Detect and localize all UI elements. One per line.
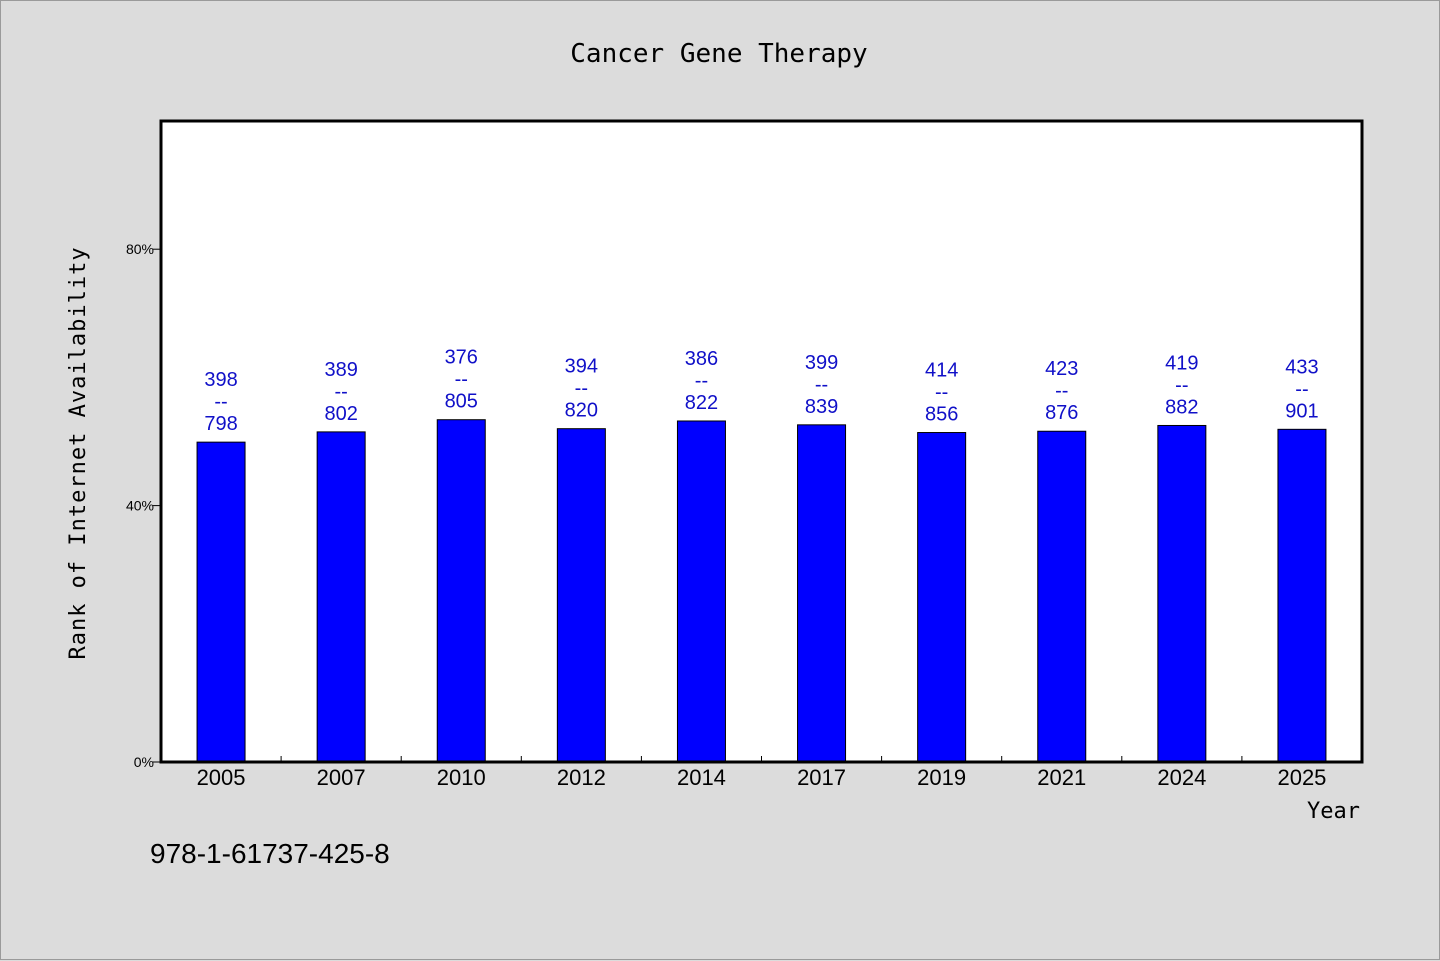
x-tick-label-2007: 2007 (317, 765, 366, 790)
data-label-2007-top: 389 (324, 359, 357, 381)
y-axis: 0% 40% 80% (126, 241, 161, 770)
x-tick-label-2014: 2014 (677, 765, 726, 790)
data-label-2012-bottom: 820 (565, 400, 598, 422)
x-tick-label-2021: 2021 (1037, 765, 1086, 790)
data-label-2021-top: 423 (1045, 358, 1078, 380)
data-label-2012-sep: -- (575, 378, 588, 400)
y-tick-label-80: 80% (126, 241, 154, 257)
data-label-2010-top: 376 (445, 347, 478, 369)
bar-2010 (436, 419, 486, 763)
x-tick-label-2012: 2012 (557, 765, 606, 790)
x-axis: 2005 2007 2010 2012 2014 2017 2019 2021 2024 2025 (197, 756, 1326, 790)
bar-2007 (316, 431, 366, 763)
data-label-2014-top: 386 (685, 348, 718, 370)
bar-2017 (797, 424, 847, 763)
data-label-2024-bottom: 882 (1165, 396, 1198, 418)
data-label-2005-bottom: 798 (204, 413, 237, 435)
x-tick-label-2025: 2025 (1277, 765, 1326, 790)
x-tick-label-2024: 2024 (1157, 765, 1206, 790)
data-label-2014-bottom: 822 (685, 392, 718, 414)
data-label-2024-sep: -- (1175, 374, 1188, 396)
bar-2025 (1277, 428, 1327, 763)
data-label-2014-sep: -- (695, 370, 708, 392)
data-label-2017-bottom: 839 (805, 396, 838, 418)
data-label-2007-bottom: 802 (324, 403, 357, 425)
bar-2024 (1157, 424, 1207, 763)
data-labels: 398--798389--802376--805394--820386--822… (204, 347, 1318, 435)
data-label-2019-sep: -- (935, 382, 948, 404)
data-label-2025-top: 433 (1285, 356, 1318, 378)
data-label-2021-bottom: 876 (1045, 402, 1078, 424)
y-tick-label-0: 0% (134, 754, 154, 770)
isbn-footnote: 978-1-61737-425-8 (150, 838, 390, 869)
x-tick-label-2017: 2017 (797, 765, 846, 790)
x-axis-label: Year (1307, 799, 1360, 824)
data-label-2025-sep: -- (1295, 378, 1308, 400)
data-label-2021-sep: -- (1055, 380, 1068, 402)
data-label-2017-top: 399 (805, 352, 838, 374)
x-tick-label-2019: 2019 (917, 765, 966, 790)
data-label-2005-sep: -- (214, 391, 227, 413)
data-label-2019-bottom: 856 (925, 404, 958, 426)
data-label-2017-sep: -- (815, 374, 828, 396)
x-tick-label-2005: 2005 (197, 765, 246, 790)
bar-2014 (676, 420, 726, 763)
data-label-2024-top: 419 (1165, 352, 1198, 374)
data-label-2025-bottom: 901 (1285, 400, 1318, 422)
y-axis-label: Rank of Internet Availability (66, 246, 91, 659)
bar-2021 (1037, 430, 1087, 763)
bars (196, 419, 1327, 763)
bar-2012 (556, 428, 606, 763)
data-label-2007-sep: -- (334, 381, 347, 403)
data-label-2010-sep: -- (455, 369, 468, 391)
chart-title: Cancer Gene Therapy (570, 39, 867, 69)
y-tick-label-40: 40% (126, 498, 154, 514)
data-label-2010-bottom: 805 (445, 391, 478, 413)
data-label-2019-top: 414 (925, 360, 958, 382)
bar-2005 (196, 441, 246, 763)
x-tick-label-2010: 2010 (437, 765, 486, 790)
data-label-2005-top: 398 (204, 369, 237, 391)
data-label-2012-top: 394 (565, 356, 598, 378)
bar-2019 (917, 432, 967, 763)
